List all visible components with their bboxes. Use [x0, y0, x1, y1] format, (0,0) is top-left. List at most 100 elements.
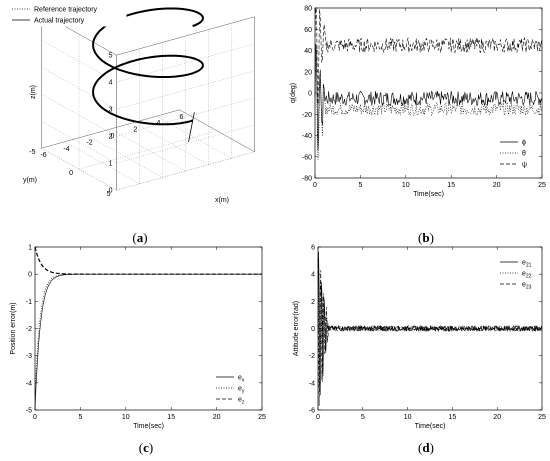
series-line-e22	[317, 263, 543, 392]
x-tick-label: -6	[40, 152, 46, 159]
series-line-θ	[314, 54, 543, 160]
y-axis-label: q(deg)	[290, 83, 297, 103]
plot-frame	[34, 246, 263, 411]
y-tick-label: -60	[302, 154, 312, 161]
caption-paren: (	[418, 230, 422, 245]
series-line-ϕ	[314, 43, 543, 151]
x-tick-label: 0	[111, 133, 115, 140]
x-tick-label: 5	[361, 414, 365, 421]
y-tick-label: 0	[311, 326, 315, 333]
x-tick-label: -2	[86, 139, 92, 146]
legend-label: ex	[238, 375, 245, 384]
caption-paren: (	[132, 230, 136, 245]
y-tick-label: 6	[311, 245, 315, 252]
x-axis-label: x(m)	[215, 197, 229, 204]
chart-b: 0 5 10 15 20 25 80 60 40 20 0 -20 -40 -60 -80 Time(sec)…	[290, 6, 546, 199]
y-tick-label: 5	[107, 191, 111, 198]
y-tick-label: 20	[304, 69, 312, 76]
legend-box	[7, 3, 127, 27]
x-tick-label: 10	[122, 414, 130, 421]
legend-subscript: z	[242, 400, 245, 406]
legend-label: e21	[522, 260, 532, 269]
grid-line	[41, 94, 117, 137]
y-tick-label: -2	[309, 353, 315, 360]
z-tick-label: 2	[109, 134, 113, 141]
y-tick-label: -4	[309, 380, 315, 387]
plot-frame	[314, 7, 543, 179]
legend-subscript: 22	[526, 274, 532, 280]
axis-edge	[179, 109, 255, 153]
caption-c: (c)	[139, 440, 153, 455]
x-tick-label: 10	[404, 414, 412, 421]
caption-paren: )	[149, 440, 153, 455]
y-tick-label: -5	[29, 149, 35, 156]
z-tick-label: 5	[109, 53, 113, 60]
x-axis-label: Time(sec)	[133, 423, 164, 430]
z-axis-label: z(m)	[30, 85, 37, 99]
caption-letter: b	[422, 230, 429, 245]
y-tick-label: -40	[302, 133, 312, 140]
y-tick-label: 0	[308, 91, 312, 98]
grid-line	[64, 141, 140, 184]
x-tick-label: 25	[258, 414, 266, 421]
grid-line	[41, 121, 117, 164]
y-axis-label: Attitude error(rad)	[293, 301, 300, 356]
x-tick-label: 2	[134, 127, 138, 134]
x-tick-label: 25	[538, 182, 546, 189]
x-tick-label: 20	[493, 414, 501, 421]
x-tick-label: 15	[447, 182, 455, 189]
legend-subscript: x	[242, 378, 245, 384]
y-tick-label: 0	[69, 170, 73, 177]
x-axis-label: Time(sec)	[413, 191, 444, 198]
series-line-ez	[34, 246, 262, 275]
legend-subscript: 23	[526, 285, 532, 291]
y-axis-label: y(m)	[23, 177, 37, 184]
legend-subscript: 21	[526, 263, 532, 269]
y-tick-label: 4	[311, 272, 315, 279]
z-tick-label: 0	[109, 188, 113, 195]
caption-d: (d)	[418, 440, 434, 455]
x-tick-label: 15	[167, 414, 175, 421]
caption-paren: )	[430, 440, 434, 455]
x-tick-label: 20	[213, 414, 221, 421]
y-tick-label: -80	[302, 176, 312, 183]
legend-label: θ	[522, 151, 526, 158]
y-tick-label: -20	[302, 112, 312, 119]
y-tick-label: -6	[309, 408, 315, 415]
x-tick-label: 25	[538, 414, 546, 421]
series-line-actual-approach	[188, 112, 195, 142]
legend-label: ey	[238, 386, 245, 395]
axis-edge	[116, 16, 255, 56]
grid-line	[156, 116, 232, 159]
y-tick-label: 2	[311, 299, 315, 306]
series-line-helix	[92, 7, 204, 126]
y-tick-label: 1	[28, 245, 32, 252]
x-axis-label: Time(sec)	[415, 423, 446, 430]
y-tick-label: -4	[26, 380, 32, 387]
axis-edge	[41, 109, 180, 149]
legend-label: e22	[522, 271, 532, 280]
caption-letter: c	[143, 440, 149, 455]
chart-a: -6-4-20246-505012345x(m)y(m)z(m)Referenc…	[7, 3, 255, 204]
x-tick-label: 15	[449, 414, 457, 421]
series-line-e23	[317, 258, 543, 407]
caption-paren: (	[418, 440, 422, 455]
x-tick-label: 0	[33, 414, 37, 421]
x-tick-label: 0	[313, 182, 317, 189]
legend-label: ez	[238, 397, 245, 406]
x-tick-label: 10	[402, 182, 410, 189]
caption-paren: )	[430, 230, 434, 245]
caption-a: (a)	[132, 230, 147, 245]
x-tick-label: 5	[78, 414, 82, 421]
chart-c: 0 5 10 15 20 2510-1-2-3-4-5Time(sec)Position …	[10, 245, 266, 431]
x-tick-label: -4	[63, 146, 69, 153]
y-tick-label: -1	[26, 299, 32, 306]
grid-line	[110, 128, 186, 172]
legend-subscript: y	[242, 389, 245, 395]
x-tick-label: 6	[180, 114, 184, 121]
z-tick-label: 3	[109, 107, 113, 114]
y-tick-label: -5	[26, 408, 32, 415]
caption-letter: a	[137, 230, 144, 245]
